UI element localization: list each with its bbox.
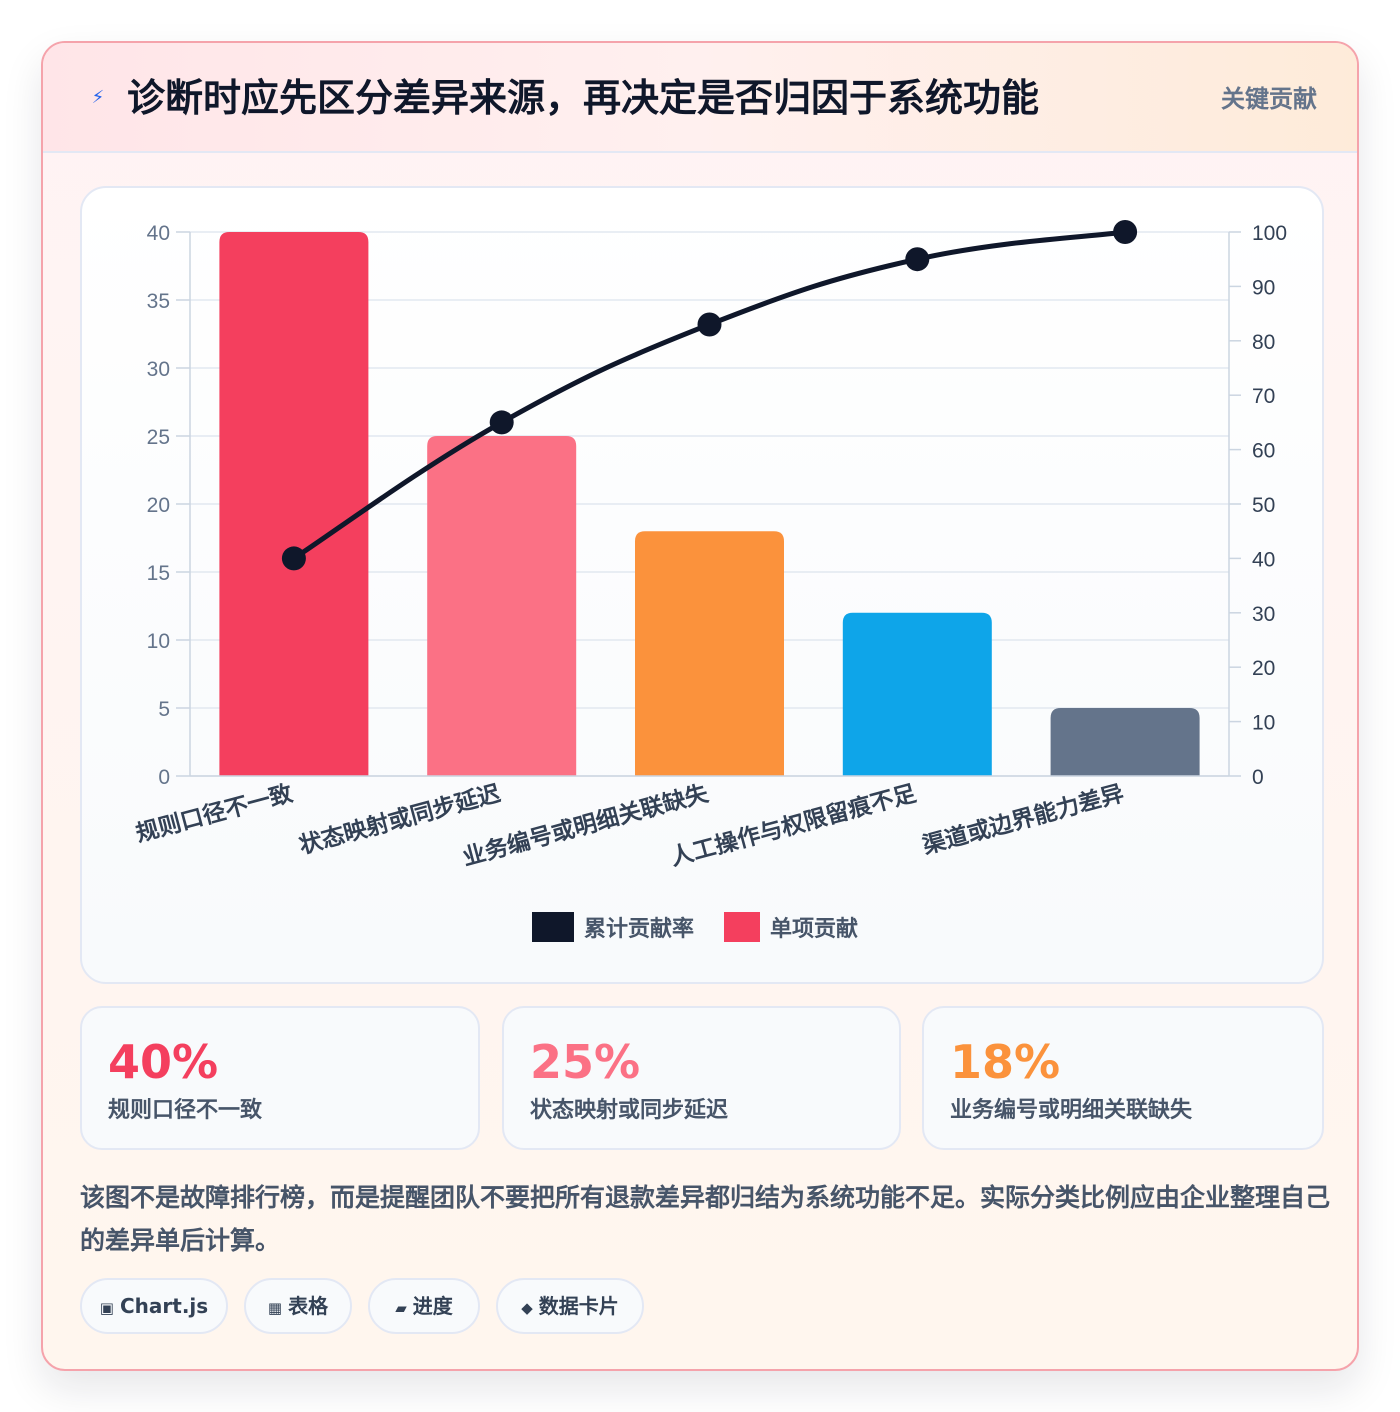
y-left-tick-label: 25 <box>147 426 170 449</box>
cumulative-line <box>292 229 1126 561</box>
cumulative-point-2 <box>489 410 514 435</box>
bar-5 <box>1050 708 1200 776</box>
table-icon: ▦ <box>267 1299 283 1317</box>
chip-chartjs[interactable]: ▣ Chart.js <box>80 1278 228 1334</box>
cumulative-point-3 <box>697 312 722 337</box>
y-left-tick-label: 35 <box>147 290 170 313</box>
bar-1 <box>219 232 369 776</box>
chip-label: 表格 <box>288 1294 329 1318</box>
legend-swatch-single <box>724 912 760 942</box>
stat-card-rule: 40% 规则口径不一致 <box>80 1006 480 1150</box>
y-right-tick-label: 80 <box>1252 331 1275 354</box>
bar-3 <box>635 531 784 776</box>
stat-label: 状态映射或同步延迟 <box>530 1098 729 1123</box>
chip-data-card[interactable]: ◆ 数据卡片 <box>496 1278 644 1334</box>
x-tick-label: 规则口径不一致 <box>133 779 296 847</box>
x-tick-label: 渠道或边界能力差异 <box>920 780 1127 860</box>
chip-label: 数据卡片 <box>538 1294 619 1318</box>
y-right-tick-label: 0 <box>1252 766 1264 789</box>
stat-value: 18% <box>950 1035 1061 1089</box>
y-right-tick-label: 70 <box>1252 385 1275 408</box>
cumulative-point-4 <box>905 247 930 272</box>
pareto-chart: 0 5 10 15 20 25 30 35 40 0 10 20 30 40 50 60 70 80 90 100 规则… <box>133 220 1287 942</box>
chart-note: 该图不是故障排行榜，而是提醒团队不要把所有退款差异都归结为系统功能不足。实际分类… <box>80 1183 1331 1255</box>
lightning-icon: ⚡ <box>91 87 105 108</box>
chip-table[interactable]: ▦ 表格 <box>244 1278 352 1334</box>
y-left-tick-label: 30 <box>147 358 170 381</box>
legend-label-single: 单项贡献 <box>770 916 858 942</box>
stat-card-status: 25% 状态映射或同步延迟 <box>502 1006 901 1150</box>
cumulative-point-5 <box>1113 220 1138 244</box>
bar-4 <box>842 612 992 776</box>
card-header: ⚡ 诊断时应先区分差异来源，再决定是否归因于系统功能 关键贡献 <box>43 43 1357 153</box>
pareto-chart-panel: 0 5 10 15 20 25 30 35 40 0 10 20 30 40 50 60 70 80 90 100 规则… <box>80 186 1324 984</box>
y-right-tick-label: 60 <box>1252 440 1275 463</box>
chart-icon: ▣ <box>99 1299 114 1317</box>
y-left-tick-label: 15 <box>147 562 170 585</box>
y-right-tick-label: 10 <box>1252 712 1275 735</box>
y-left-tick-label: 40 <box>147 222 170 245</box>
y-left-tick-label: 20 <box>147 494 170 517</box>
y-right-tick-label: 20 <box>1252 657 1275 680</box>
chip-progress[interactable]: ▰ 进度 <box>368 1278 480 1334</box>
stat-label: 规则口径不一致 <box>108 1098 263 1123</box>
card-title: 诊断时应先区分差异来源，再决定是否归因于系统功能 <box>127 76 1040 120</box>
stat-value: 40% <box>108 1035 219 1089</box>
y-left-tick-label: 10 <box>147 630 170 653</box>
y-right-tick-label: 90 <box>1252 276 1275 299</box>
y-right-tick-label: 50 <box>1252 494 1275 517</box>
chip-label: Chart.js <box>119 1294 209 1318</box>
legend-swatch-cumulative <box>532 912 574 942</box>
chip-label: 进度 <box>412 1294 453 1318</box>
stat-value: 25% <box>530 1035 641 1089</box>
chart-card: ⚡ 诊断时应先区分差异来源，再决定是否归因于系统功能 关键贡献 0 5 10 15 20… <box>41 41 1359 1371</box>
stat-label: 业务编号或明细关联缺失 <box>950 1098 1193 1123</box>
stat-card-id: 18% 业务编号或明细关联缺失 <box>922 1006 1324 1150</box>
y-left-tick-label: 5 <box>158 698 170 721</box>
bar-2 <box>427 436 577 776</box>
legend-label-cumulative: 累计贡献率 <box>584 916 694 942</box>
y-right-tick-label: 100 <box>1252 222 1287 245</box>
progress-icon: ▰ <box>395 1299 407 1317</box>
y-right-tick-label: 30 <box>1252 603 1275 626</box>
key-contribution-badge: 关键贡献 <box>1221 85 1317 113</box>
cumulative-point-1 <box>281 546 306 571</box>
y-left-tick-label: 0 <box>158 766 170 789</box>
data-card-icon: ◆ <box>521 1299 533 1317</box>
y-right-tick-label: 40 <box>1252 548 1275 571</box>
